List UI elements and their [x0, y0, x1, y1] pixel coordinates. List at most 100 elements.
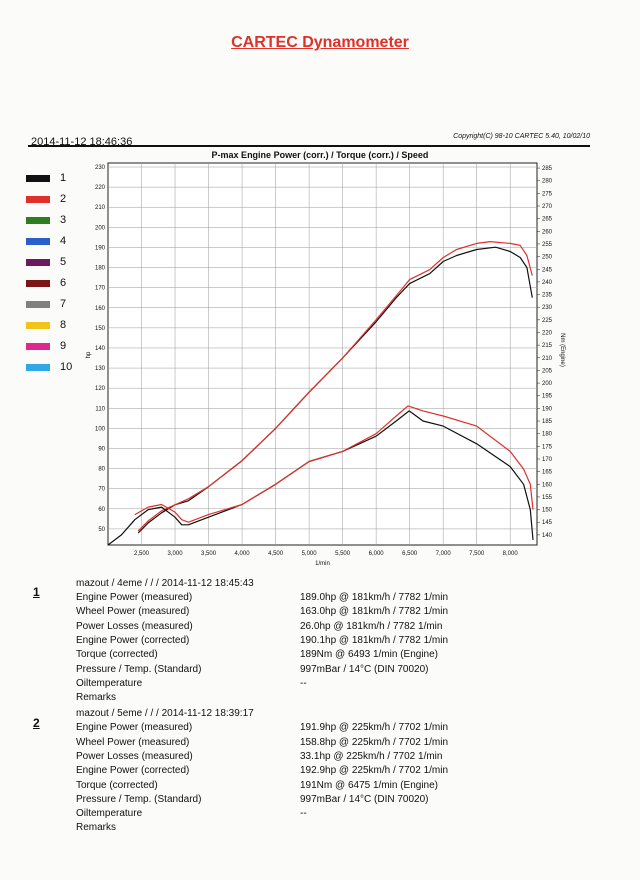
x-tick-label: 6,500 [402, 551, 418, 557]
run-header: mazout / 4eme / / / 2014-11-12 18:45:43 [76, 578, 254, 589]
legend-label: 1 [60, 172, 67, 184]
legend-label: 10 [60, 361, 73, 373]
y-tick-label: 140 [95, 346, 106, 352]
report-title: CARTEC Dynamometer [231, 34, 409, 51]
run-row-label: Engine Power (corrected) [76, 635, 190, 646]
y-tick-label: 60 [98, 507, 105, 513]
y2-tick-label: 140 [542, 533, 553, 539]
run-row-value: 997mBar / 14°C (DIN 70020) [300, 794, 429, 805]
run-row-label: Wheel Power (measured) [76, 737, 190, 748]
run-row-label: Remarks [76, 692, 117, 703]
legend-item-4: 4 [26, 235, 86, 249]
series-line-4 [134, 405, 534, 523]
y-tick-label: 190 [95, 245, 106, 251]
run-row-label: Wheel Power (measured) [76, 606, 190, 617]
run-row-label: Engine Power (corrected) [76, 765, 190, 776]
legend-item-2: 2 [26, 193, 86, 207]
x-tick-label: 4,500 [268, 551, 284, 557]
y2-tick-label: 160 [542, 482, 553, 488]
y2-tick-label: 275 [542, 191, 553, 197]
legend-swatch [26, 217, 50, 224]
series-line-2 [137, 241, 533, 532]
y2-tick-label: 220 [542, 330, 553, 336]
legend-item-10: 10 [26, 361, 86, 375]
y-tick-label: 200 [95, 225, 106, 231]
x-tick-label: 2,500 [134, 551, 150, 557]
run-row-label: Engine Power (measured) [76, 722, 193, 733]
y-tick-label: 220 [95, 185, 106, 191]
run-row-label: Torque (corrected) [76, 780, 158, 791]
y2-tick-label: 225 [542, 318, 553, 324]
run-row-value: 189Nm @ 6493 1/min (Engine) [300, 649, 438, 660]
legend-label: 6 [60, 277, 67, 289]
y2-tick-label: 280 [542, 179, 553, 185]
run-row-label: Power Losses (measured) [76, 751, 193, 762]
y-axis-label: hp [86, 351, 92, 358]
run-row-value: 191.9hp @ 225km/h / 7702 1/min [300, 722, 449, 733]
copyright-note: Copyright(C) 98-10 CARTEC 5.40, 10/02/10 [453, 133, 590, 140]
y2-tick-label: 155 [542, 495, 553, 501]
y2-axis-label: Nm (Engine) [559, 333, 565, 367]
y-tick-label: 120 [95, 386, 106, 392]
x-tick-label: 8,000 [503, 551, 519, 557]
legend-swatch [26, 301, 50, 308]
legend-item-5: 5 [26, 256, 86, 270]
run-number: 1 [33, 585, 40, 599]
y2-tick-label: 205 [542, 368, 553, 374]
y2-tick-label: 235 [542, 293, 553, 299]
legend-swatch [26, 322, 50, 329]
run-row-value: 190.1hp @ 181km/h / 7782 1/min [300, 635, 449, 646]
y2-tick-label: 250 [542, 255, 553, 261]
legend-swatch [26, 343, 50, 350]
chart-title: P-max Engine Power (corr.) / Torque (cor… [211, 150, 429, 160]
x-tick-label: 6,000 [369, 551, 385, 557]
legend-label: 4 [60, 235, 67, 247]
y-tick-label: 180 [95, 266, 106, 272]
y-tick-label: 130 [95, 366, 106, 372]
y2-tick-label: 195 [542, 394, 553, 400]
y-tick-label: 210 [95, 205, 106, 211]
legend-swatch [26, 364, 50, 371]
run-row-label: Engine Power (measured) [76, 592, 193, 603]
legend-item-9: 9 [26, 340, 86, 354]
y-tick-label: 160 [95, 306, 106, 312]
run-row-label: Pressure / Temp. (Standard) [76, 794, 202, 805]
legend-swatch [26, 238, 50, 245]
legend-label: 8 [60, 319, 67, 331]
x-tick-label: 3,000 [168, 551, 184, 557]
run-row-value: 997mBar / 14°C (DIN 70020) [300, 664, 429, 675]
y2-tick-label: 200 [542, 381, 553, 387]
legend-swatch [26, 175, 50, 182]
y2-tick-label: 210 [542, 356, 553, 362]
y-tick-label: 230 [95, 165, 106, 171]
y2-tick-label: 180 [542, 432, 553, 438]
run-row-label: Oiltemperature [76, 678, 143, 689]
x-tick-label: 7,500 [469, 551, 485, 557]
y-tick-label: 90 [98, 446, 105, 452]
y2-tick-label: 190 [542, 406, 553, 412]
legend-swatch [26, 280, 50, 287]
y-tick-label: 110 [95, 406, 105, 412]
y2-tick-label: 285 [542, 166, 553, 172]
y2-tick-label: 265 [542, 217, 553, 223]
y2-tick-label: 165 [542, 470, 553, 476]
run-row-value: 26.0hp @ 181km/h / 7782 1/min [300, 621, 443, 632]
run-row-value: 192.9hp @ 225km/h / 7702 1/min [300, 765, 449, 776]
x-tick-label: 3,500 [201, 551, 217, 557]
run-row-value: 158.8hp @ 225km/h / 7702 1/min [300, 737, 449, 748]
x-axis-label: 1/min [315, 561, 330, 567]
y-tick-label: 80 [98, 467, 105, 473]
run-row-label: Pressure / Temp. (Standard) [76, 664, 202, 675]
run-row-value: 189.0hp @ 181km/h / 7782 1/min [300, 592, 449, 603]
x-tick-label: 5,500 [335, 551, 351, 557]
y2-tick-label: 215 [542, 343, 553, 349]
y2-tick-label: 230 [542, 305, 553, 311]
run-row-label: Oiltemperature [76, 808, 143, 819]
y-tick-label: 50 [98, 527, 105, 533]
y2-tick-label: 240 [542, 280, 553, 286]
x-tick-label: 7,000 [436, 551, 452, 557]
y2-tick-label: 145 [542, 520, 553, 526]
legend-item-8: 8 [26, 319, 86, 333]
run-row-value: -- [300, 678, 307, 689]
